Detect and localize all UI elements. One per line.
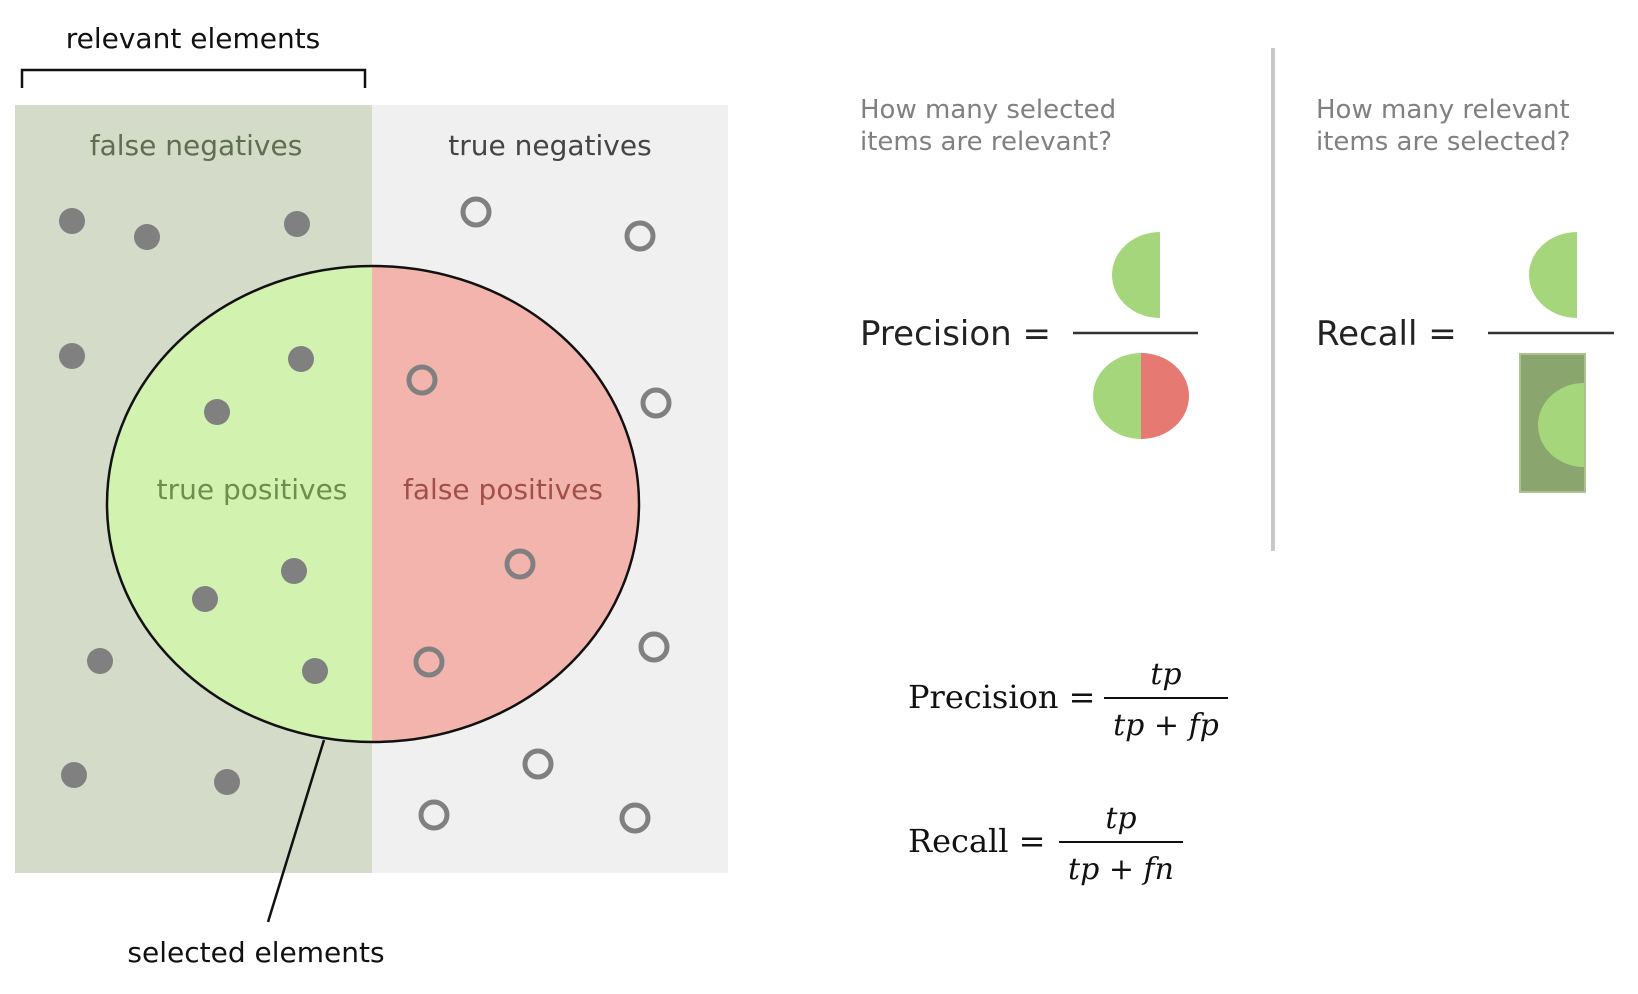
relevant-dot	[302, 658, 328, 684]
irrelevant-dot	[460, 196, 492, 228]
irrelevant-dot	[638, 631, 670, 663]
recall-formula: Recall = tp tp + fn	[908, 801, 1183, 887]
precision-formula-numerator: tp	[1150, 657, 1181, 692]
false-positives-label: false positives	[403, 473, 603, 506]
recall-numerator-half-circle	[1529, 232, 1577, 318]
relevant-dot	[284, 211, 310, 237]
precision-denominator-red-half	[1141, 353, 1189, 439]
recall-formula-numerator: tp	[1105, 801, 1136, 836]
relevant-dot	[61, 762, 87, 788]
relevant-dot	[192, 586, 218, 612]
relevant-dot	[59, 208, 85, 234]
recall-formula-denominator: tp + fn	[1068, 852, 1174, 887]
precision-formula: Precision = tp tp + fp	[908, 657, 1228, 743]
recall-denominator-half-circle	[1538, 383, 1584, 467]
relevant-elements-label: relevant elements	[66, 22, 321, 55]
irrelevant-dots	[406, 196, 672, 834]
precision-panel: How many selected items are relevant? Pr…	[860, 95, 1198, 439]
true-positive-area	[107, 266, 372, 742]
irrelevant-dot	[522, 748, 554, 780]
precision-formula-denominator: tp + fp	[1113, 708, 1219, 743]
relevant-dot	[281, 558, 307, 584]
relevant-dot	[288, 346, 314, 372]
selected-elements-label: selected elements	[127, 936, 384, 969]
recall-question-line2: items are selected?	[1316, 127, 1570, 157]
recall-formula-label: Recall =	[908, 822, 1045, 860]
irrelevant-dot	[619, 802, 651, 834]
irrelevant-dot	[413, 646, 445, 678]
irrelevant-dot	[504, 548, 536, 580]
recall-panel: How many relevant items are selected? Re…	[1316, 95, 1614, 493]
selected-elements-outline	[105, 264, 641, 744]
precision-question-line1: How many selected	[860, 95, 1116, 125]
relevant-elements-bracket	[20, 68, 367, 88]
relevant-dot	[134, 224, 160, 250]
precision-numerator-half-circle	[1112, 232, 1160, 318]
irrelevant-dot	[418, 799, 450, 831]
relevant-dot	[214, 769, 240, 795]
precision-question-line2: items are relevant?	[860, 127, 1112, 157]
recall-label: Recall =	[1316, 314, 1457, 354]
recall-question-line1: How many relevant	[1316, 95, 1570, 125]
relevant-dot	[59, 343, 85, 369]
formulas: Precision = tp tp + fp Recall = tp tp + …	[908, 657, 1228, 887]
relevant-dots	[59, 208, 328, 795]
true-positives-label: true positives	[157, 473, 348, 506]
relevance-diagram: relevant elements false negatives true n…	[15, 22, 728, 969]
precision-denominator-green-half	[1093, 353, 1141, 439]
false-negatives-label: false negatives	[90, 129, 303, 162]
precision-formula-label: Precision =	[908, 678, 1095, 716]
relevant-dot	[87, 648, 113, 674]
irrelevant-dot	[624, 220, 656, 252]
precision-label: Precision =	[860, 314, 1051, 354]
false-positive-area	[372, 266, 639, 742]
relevant-dot	[204, 399, 230, 425]
true-negatives-label: true negatives	[448, 129, 651, 162]
selected-elements-pointer	[266, 739, 326, 923]
irrelevant-dot	[640, 387, 672, 419]
irrelevant-dot	[406, 364, 438, 396]
